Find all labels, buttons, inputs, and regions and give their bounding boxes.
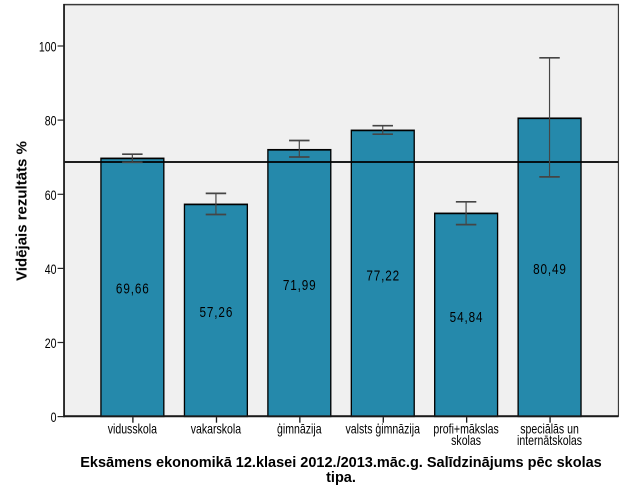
svg-text:skolas: skolas [451, 433, 481, 449]
svg-text:profi+mākslas: profi+mākslas [433, 421, 498, 437]
svg-text:20: 20 [45, 336, 57, 352]
svg-text:71,99: 71,99 [283, 277, 316, 294]
svg-text:80: 80 [45, 113, 57, 129]
svg-text:ģimnāzija: ģimnāzija [277, 421, 322, 437]
svg-text:internātskolas: internātskolas [517, 433, 582, 449]
svg-text:100: 100 [39, 39, 57, 55]
svg-text:77,22: 77,22 [366, 267, 399, 284]
svg-text:40: 40 [45, 262, 57, 278]
svg-text:80,49: 80,49 [533, 261, 566, 278]
svg-text:69,66: 69,66 [116, 280, 149, 297]
svg-text:54,84: 54,84 [450, 309, 483, 326]
svg-text:0: 0 [51, 410, 57, 426]
svg-text:vakarskola: vakarskola [191, 421, 242, 437]
svg-text:speciālās un: speciālās un [520, 421, 579, 437]
svg-text:valsts ģimnāzija: valsts ģimnāzija [346, 421, 421, 437]
svg-text:vidusskola: vidusskola [108, 421, 157, 437]
svg-text:60: 60 [45, 188, 57, 204]
svg-text:57,26: 57,26 [200, 304, 233, 321]
